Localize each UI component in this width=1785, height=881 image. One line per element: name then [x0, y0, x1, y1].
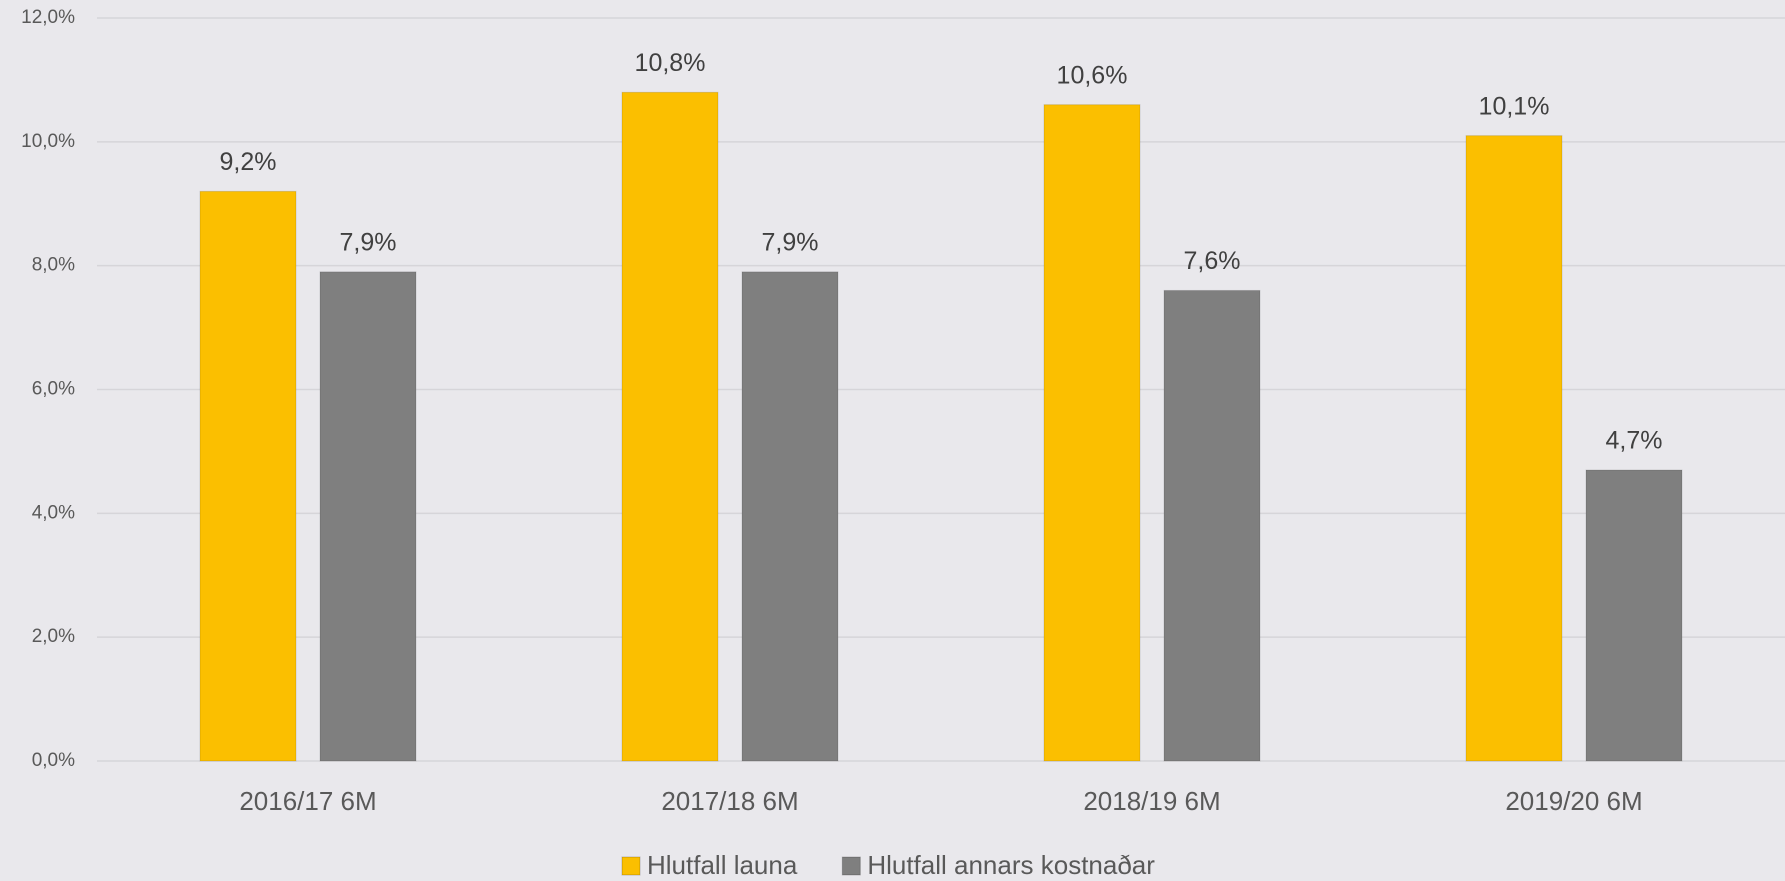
data-label: 9,2% [220, 148, 277, 176]
bar [1163, 289, 1261, 762]
x-tick-label: 2018/19 6M [1083, 786, 1220, 816]
data-label: 10,8% [635, 49, 706, 77]
bar [1585, 469, 1683, 762]
bar [1465, 135, 1563, 762]
bar [741, 271, 839, 762]
y-tick-label: 4,0% [32, 502, 75, 523]
data-label: 7,9% [762, 228, 819, 256]
data-label: 10,6% [1057, 61, 1128, 89]
y-tick-label: 12,0% [21, 7, 75, 28]
bar [621, 91, 719, 762]
x-tick-label: 2016/17 6M [239, 786, 376, 816]
bar [199, 190, 297, 762]
legend-label: Hlutfall launa [647, 850, 798, 880]
legend-swatch [621, 856, 641, 876]
data-label: 7,6% [1184, 247, 1241, 275]
legend-label: Hlutfall annars kostnaðar [867, 850, 1155, 880]
x-tick-label: 2019/20 6M [1505, 786, 1642, 816]
bar [319, 271, 417, 762]
y-tick-label: 10,0% [21, 131, 75, 152]
y-tick-label: 2,0% [32, 626, 75, 647]
data-label: 4,7% [1606, 427, 1663, 455]
data-label: 7,9% [340, 228, 397, 256]
y-tick-label: 0,0% [32, 750, 75, 771]
y-tick-label: 8,0% [32, 255, 75, 276]
x-tick-label: 2017/18 6M [661, 786, 798, 816]
y-tick-label: 6,0% [32, 379, 75, 400]
bar [1043, 104, 1141, 762]
data-label: 10,1% [1479, 92, 1550, 120]
legend-swatch [841, 856, 861, 876]
